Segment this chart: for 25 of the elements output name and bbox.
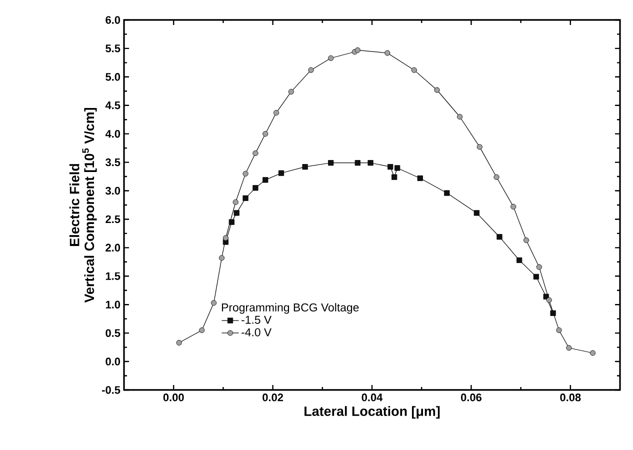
y-tick-label: 0.0 [106,358,120,366]
y-tick-label: 1.5 [106,272,120,280]
text: Vertical Component [10$^{5}$ V/cm] [82,108,97,303]
y-tick-label: 4.0 [105,130,120,138]
y-tick-label: 4.5 [105,102,120,110]
y-tick-label: 1.0 [106,300,120,308]
legend-title: Programming BCG Voltage [222,303,359,314]
x-tick-label: 0.04 [362,394,383,402]
x-tick-label: 0.06 [460,394,482,402]
x-tick-label: 0.02 [262,394,284,402]
y-tick-label: 6.0 [106,16,120,24]
legend-label: -4.0 V [242,328,272,336]
y-tick-label: 5.0 [106,73,120,81]
y-tick-label: 3.5 [106,158,120,166]
legend-label: -1.5 V [242,316,272,324]
y-tick-label: 5.5 [106,44,120,52]
y-tick-label: -0.5 [102,386,120,394]
x-axis-title: Lateral Location [μm] [304,406,440,419]
y-tick-label: 0.5 [106,329,120,337]
x-tick-label: 0.00 [163,394,184,402]
y-tick-label: 3.0 [106,186,120,195]
y-tick-label: 2.5 [106,215,120,224]
y-tick-label: 2.0 [106,244,120,252]
x-tick-label: 0.08 [560,394,581,402]
text: Electric Field [69,164,80,246]
